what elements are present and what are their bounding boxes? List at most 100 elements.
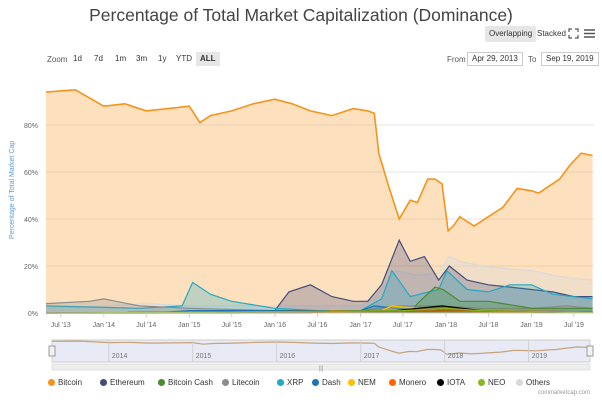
area-dash [46, 305, 593, 313]
navigator-year-label: 2015 [196, 353, 212, 360]
legend-label: Bitcoin [58, 378, 83, 387]
x-tick-label: Jul '19 [564, 322, 584, 329]
zoom-1m-button[interactable]: 1m [115, 54, 127, 63]
x-tick-label: Jul '13 [51, 322, 71, 329]
series-areas [45, 88, 593, 314]
area-monero [46, 310, 593, 313]
legend-label: Dash [322, 378, 341, 387]
line-nem [46, 305, 593, 314]
navigator-year-label: 2016 [280, 353, 296, 360]
y-tick-label: 80% [24, 123, 38, 130]
area-neo [46, 308, 593, 313]
x-tick-label: Jul '18 [478, 322, 498, 329]
legend-dot-icon [478, 379, 485, 386]
legend-item-others[interactable]: Others [516, 376, 550, 390]
line-ethereum [46, 238, 593, 314]
navigator[interactable]: 2014 2015 2016 2017 2018 2019 ||| [48, 339, 594, 372]
x-tick-label: Jul '17 [393, 322, 413, 329]
line-iota [45, 305, 593, 314]
area-litecoin [46, 298, 593, 313]
legend-item-neo[interactable]: NEO [478, 376, 505, 390]
legend-label: Monero [399, 378, 427, 387]
navigator-year-label: 2017 [364, 353, 380, 360]
zoom-row: Zoom 1d 7d 1m 3m 1y YTD ALL From Apr 29,… [0, 52, 602, 68]
zoom-7d-button[interactable]: 7d [94, 54, 103, 63]
legend-item-ethereum[interactable]: Ethereum [100, 376, 145, 390]
area-others [46, 256, 593, 313]
area-iota [46, 305, 593, 313]
area-bitcoin [46, 89, 593, 313]
legend-dot-icon [222, 379, 229, 386]
legend-item-dash[interactable]: Dash [312, 376, 341, 390]
navigator-right-handle[interactable] [586, 345, 594, 357]
x-tick-label: Jul '14 [136, 322, 156, 329]
legend-label: XRP [287, 378, 304, 387]
zoom-1d-button[interactable]: 1d [73, 54, 82, 63]
x-tick-label: Jul '15 [222, 322, 242, 329]
zoom-ytd-button[interactable]: YTD [176, 54, 192, 63]
legend-dot-icon [348, 379, 355, 386]
navigator-mask [51, 339, 591, 363]
legend-item-bitcoin-cash[interactable]: Bitcoin Cash [158, 376, 213, 390]
line-bitcoin-cash [409, 286, 593, 314]
legend: Bitcoin Ethereum Bitcoin Cash Litecoin XRP Da… [0, 376, 602, 392]
line-others [45, 255, 593, 309]
hamburger-icon[interactable] [584, 28, 595, 42]
x-tick-label: Jan '15 [178, 322, 200, 329]
legend-item-litecoin[interactable]: Litecoin [222, 376, 260, 390]
legend-label: NEO [488, 378, 506, 387]
legend-item-nem[interactable]: NEM [348, 376, 376, 390]
grid-lines [46, 124, 594, 314]
navigator-year-label: 2018 [448, 353, 464, 360]
line-monero [46, 309, 593, 314]
legend-dot-icon [158, 379, 165, 386]
navigator-scrollbar[interactable] [51, 363, 591, 371]
to-date-input[interactable]: Sep 19, 2019 [541, 52, 599, 66]
chart-toolbar: Overlapping Stacked [0, 26, 602, 46]
navigator-left-handle[interactable] [48, 345, 56, 357]
navigator-series-line [51, 340, 589, 355]
legend-item-monero[interactable]: Monero [389, 376, 426, 390]
line-neo [45, 307, 593, 314]
legend-label: Litecoin [232, 378, 260, 387]
line-xrp [45, 269, 593, 312]
legend-item-iota[interactable]: IOTA [437, 376, 465, 390]
legend-item-bitcoin[interactable]: Bitcoin [48, 376, 82, 390]
x-tick-label: Jan '17 [349, 322, 371, 329]
y-tick-label: 0% [28, 311, 38, 318]
area-nem [46, 305, 593, 313]
legend-label: Ethereum [110, 378, 145, 387]
grip-handle-icon[interactable]: ||| [319, 366, 324, 372]
overlapping-button[interactable]: Overlapping [485, 26, 537, 42]
legend-dot-icon [312, 379, 319, 386]
line-litecoin [45, 298, 593, 312]
x-tick-label: Jan '16 [264, 322, 286, 329]
from-label: From [447, 55, 466, 64]
navigator-year-label: 2014 [112, 353, 128, 360]
legend-dot-icon [100, 379, 107, 386]
area-xrp [46, 270, 593, 313]
y-axis: 0% 20% 40% 60% 80% [24, 123, 38, 318]
line-bitcoin [45, 88, 593, 233]
x-tick-label: Jan '14 [93, 322, 115, 329]
legend-label: NEM [358, 378, 376, 387]
x-tick-label: Jul '16 [307, 322, 327, 329]
zoom-1y-button[interactable]: 1y [158, 54, 167, 63]
legend-label: IOTA [447, 378, 466, 387]
y-tick-label: 20% [24, 264, 38, 271]
to-label: To [528, 55, 537, 64]
legend-dot-icon [389, 379, 396, 386]
zoom-label: Zoom [47, 55, 68, 64]
from-date-input[interactable]: Apr 29, 2013 [467, 52, 523, 66]
credit-text: coinmarketcap.com [537, 390, 590, 396]
zoom-all-button[interactable]: ALL [196, 52, 220, 66]
zoom-3m-button[interactable]: 3m [136, 54, 148, 63]
legend-label: Others [526, 378, 551, 387]
x-tick-label: Jan '19 [520, 322, 542, 329]
legend-dot-icon [277, 379, 284, 386]
legend-item-xrp[interactable]: XRP [277, 376, 303, 390]
navigator-year-label: 2019 [532, 353, 548, 360]
expand-icon[interactable] [568, 28, 579, 42]
legend-dot-icon [437, 379, 444, 386]
stacked-button[interactable]: Stacked [537, 29, 566, 38]
